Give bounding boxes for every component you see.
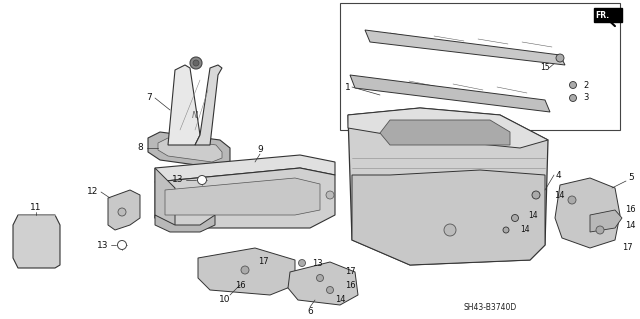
Circle shape xyxy=(118,241,127,249)
Circle shape xyxy=(190,57,202,69)
Text: 2: 2 xyxy=(583,80,588,90)
Circle shape xyxy=(193,60,199,66)
Circle shape xyxy=(532,191,540,199)
Circle shape xyxy=(444,224,456,236)
Circle shape xyxy=(198,175,207,184)
Polygon shape xyxy=(195,65,222,145)
Polygon shape xyxy=(165,178,320,215)
Circle shape xyxy=(568,196,576,204)
Text: 16: 16 xyxy=(345,280,356,290)
Text: 13: 13 xyxy=(97,241,108,249)
Text: 14: 14 xyxy=(528,211,538,219)
Text: 11: 11 xyxy=(30,204,42,212)
Text: 14: 14 xyxy=(520,226,530,234)
Text: 10: 10 xyxy=(220,295,231,305)
Circle shape xyxy=(570,81,577,88)
Text: FR.: FR. xyxy=(595,11,609,19)
Circle shape xyxy=(596,226,604,234)
Polygon shape xyxy=(13,215,60,268)
Text: 17: 17 xyxy=(345,268,356,277)
Circle shape xyxy=(570,94,577,101)
Polygon shape xyxy=(555,178,620,248)
Text: N: N xyxy=(192,110,198,120)
Text: 13: 13 xyxy=(172,175,183,184)
Circle shape xyxy=(317,275,323,281)
Text: 17: 17 xyxy=(622,243,632,253)
Text: 12: 12 xyxy=(86,188,98,197)
Circle shape xyxy=(118,208,126,216)
Polygon shape xyxy=(148,132,230,168)
Polygon shape xyxy=(348,108,548,265)
Text: 6: 6 xyxy=(307,307,313,315)
Text: 3: 3 xyxy=(583,93,588,102)
Polygon shape xyxy=(158,138,222,162)
Text: 16: 16 xyxy=(235,280,246,290)
Text: 13: 13 xyxy=(312,258,323,268)
Text: 14: 14 xyxy=(554,190,564,199)
Polygon shape xyxy=(365,30,565,65)
Polygon shape xyxy=(590,210,622,232)
Polygon shape xyxy=(348,108,548,148)
Polygon shape xyxy=(168,65,200,145)
Text: 14: 14 xyxy=(335,295,346,305)
Text: 9: 9 xyxy=(257,145,263,154)
Polygon shape xyxy=(350,75,550,112)
Text: 17: 17 xyxy=(258,256,269,265)
Text: SH43-B3740D: SH43-B3740D xyxy=(463,303,516,313)
Polygon shape xyxy=(380,120,510,145)
Bar xyxy=(594,8,622,22)
Polygon shape xyxy=(155,155,335,182)
Circle shape xyxy=(326,191,334,199)
Text: 7: 7 xyxy=(147,93,152,102)
Polygon shape xyxy=(155,215,215,232)
Bar xyxy=(340,3,620,130)
Text: 1: 1 xyxy=(345,83,351,92)
Text: 16: 16 xyxy=(625,205,636,214)
Text: 5: 5 xyxy=(628,174,634,182)
Circle shape xyxy=(298,259,305,266)
Polygon shape xyxy=(108,190,140,230)
Circle shape xyxy=(503,227,509,233)
Text: 14: 14 xyxy=(625,220,636,229)
Text: 8: 8 xyxy=(137,144,143,152)
Polygon shape xyxy=(352,170,545,265)
Circle shape xyxy=(241,266,249,274)
Text: 4: 4 xyxy=(556,170,562,180)
Polygon shape xyxy=(155,168,175,228)
Circle shape xyxy=(326,286,333,293)
Circle shape xyxy=(511,214,518,221)
Circle shape xyxy=(556,54,564,62)
Polygon shape xyxy=(198,248,295,295)
Polygon shape xyxy=(288,262,358,305)
Polygon shape xyxy=(155,168,335,228)
Text: 15: 15 xyxy=(540,63,550,72)
